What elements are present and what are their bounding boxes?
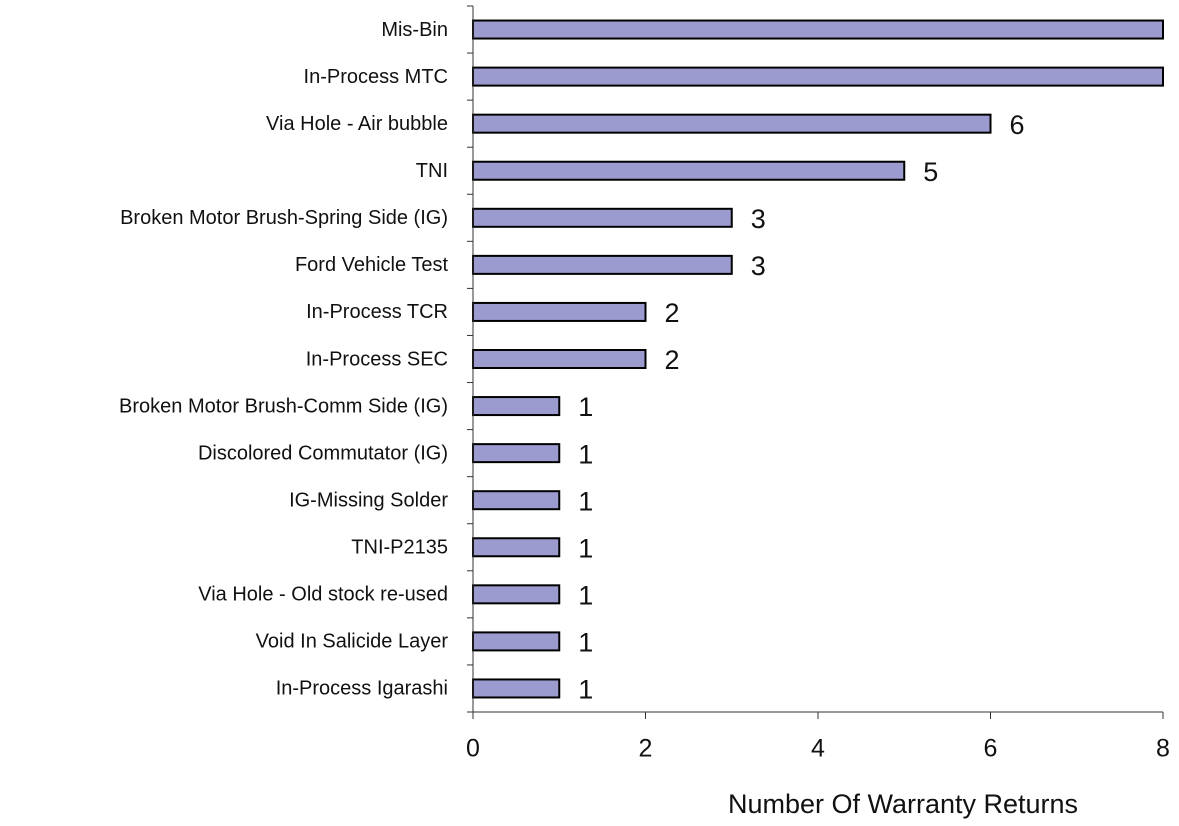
y-tick-label: Via Hole - Old stock re-used [198, 584, 448, 606]
x-axis-label: Number Of Warranty Returns [728, 789, 1078, 819]
bar [472, 584, 561, 605]
value-label: 1 [578, 675, 593, 705]
bar [472, 631, 561, 652]
y-tick-label: TNI-P2135 [351, 537, 448, 559]
y-tick-label: Ford Vehicle Test [295, 254, 448, 276]
bar [472, 443, 561, 464]
bar [472, 66, 1164, 87]
value-label: 3 [751, 251, 766, 281]
value-label: 2 [665, 298, 680, 328]
value-label: 1 [578, 628, 593, 658]
bar [472, 207, 733, 228]
bar [472, 19, 1164, 40]
y-tick-label: TNI [416, 160, 448, 182]
value-label: 1 [578, 533, 593, 563]
x-tick-label: 8 [1156, 735, 1170, 763]
bar [472, 349, 647, 369]
value-label: 6 [1010, 110, 1025, 140]
y-tick-label: In-Process MTC [304, 66, 448, 88]
y-tick-label: IG-Missing Solder [289, 489, 448, 511]
y-tick-label: Broken Motor Brush-Spring Side (IG) [120, 207, 448, 229]
value-label: 2 [665, 345, 680, 375]
y-tick-label: Void In Salicide Layer [256, 631, 449, 653]
y-tick-label: In-Process SEC [306, 348, 448, 370]
bar [472, 113, 992, 134]
x-tick-label: 2 [639, 735, 653, 763]
bar [472, 490, 561, 511]
x-tick-label: 4 [811, 735, 825, 763]
x-tick-label: 6 [984, 735, 998, 763]
bar [472, 301, 647, 322]
y-tick-label: Discolored Commutator (IG) [198, 442, 448, 464]
bar [472, 537, 561, 558]
value-label: 5 [923, 157, 938, 187]
y-tick-label: In-Process Igarashi [276, 678, 448, 700]
y-tick-label: Via Hole - Air bubble [266, 113, 448, 135]
bar [472, 678, 561, 699]
value-label: 1 [578, 439, 593, 469]
value-label: 1 [578, 486, 593, 516]
plot-area: 886533221111111 [472, 19, 1164, 705]
bar [472, 396, 561, 417]
y-tick-label: Mis-Bin [381, 19, 448, 41]
bar [472, 160, 906, 181]
bar [472, 254, 733, 275]
value-label: 1 [578, 580, 593, 610]
y-tick-label: In-Process TCR [306, 301, 448, 323]
x-tick-label: 0 [466, 735, 480, 763]
value-label: 1 [578, 392, 593, 422]
value-label: 3 [751, 204, 766, 234]
y-tick-label: Broken Motor Brush-Comm Side (IG) [119, 395, 448, 417]
